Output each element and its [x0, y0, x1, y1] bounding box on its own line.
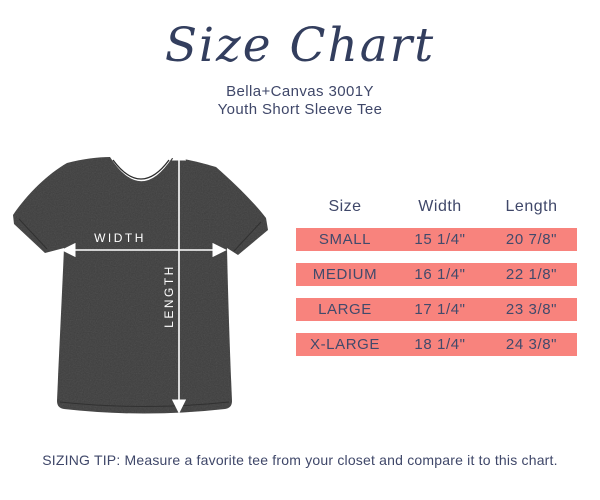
fabric-texture [13, 157, 268, 414]
collar-seam [112, 159, 170, 180]
table-row-medium: MEDIUM 16 1/4" 22 1/8" [296, 263, 577, 286]
size-table-header: Size Width Length [296, 198, 577, 220]
length-label: LENGTH [162, 264, 176, 328]
cell-width: 17 1/4" [414, 301, 466, 318]
cell-size: LARGE [318, 301, 372, 318]
width-label: WIDTH [94, 231, 146, 245]
column-header-length: Length [505, 198, 558, 215]
sizing-tip: SIZING TIP: Measure a favorite tee from … [42, 452, 558, 468]
tshirt-graphic: WIDTH LENGTH [13, 146, 268, 414]
cell-width: 18 1/4" [414, 336, 466, 353]
cell-width: 15 1/4" [414, 231, 466, 248]
cell-length: 20 7/8" [505, 231, 558, 248]
cell-size: SMALL [318, 231, 372, 248]
size-table: Size Width Length SMALL 15 1/4" 20 7/8" … [296, 198, 577, 368]
cell-length: 22 1/8" [505, 266, 558, 283]
right-sleeve-seam [233, 221, 262, 252]
cell-length: 23 3/8" [505, 301, 558, 318]
table-row-small: SMALL 15 1/4" 20 7/8" [296, 228, 577, 251]
left-sleeve-seam [18, 218, 48, 250]
cell-length: 24 3/8" [505, 336, 558, 353]
table-row-xlarge: X-LARGE 18 1/4" 24 3/8" [296, 333, 577, 356]
subtitle-line-style: Youth Short Sleeve Tee [217, 101, 383, 118]
column-header-size: Size [328, 198, 362, 215]
cell-size: X-LARGE [309, 336, 381, 353]
column-header-width: Width [418, 198, 462, 215]
cell-width: 16 1/4" [414, 266, 466, 283]
table-row-large: LARGE 17 1/4" 23 3/8" [296, 298, 577, 321]
subtitle-line-product: Bella+Canvas 3001Y [226, 83, 374, 100]
subtitle: Bella+Canvas 3001Y Youth Short Sleeve Te… [0, 83, 600, 119]
hem-seam [59, 401, 230, 407]
page-title: Size Chart [164, 18, 436, 73]
tshirt-measurement-diagram: WIDTH LENGTH [0, 130, 300, 430]
cell-size: MEDIUM [312, 266, 378, 283]
